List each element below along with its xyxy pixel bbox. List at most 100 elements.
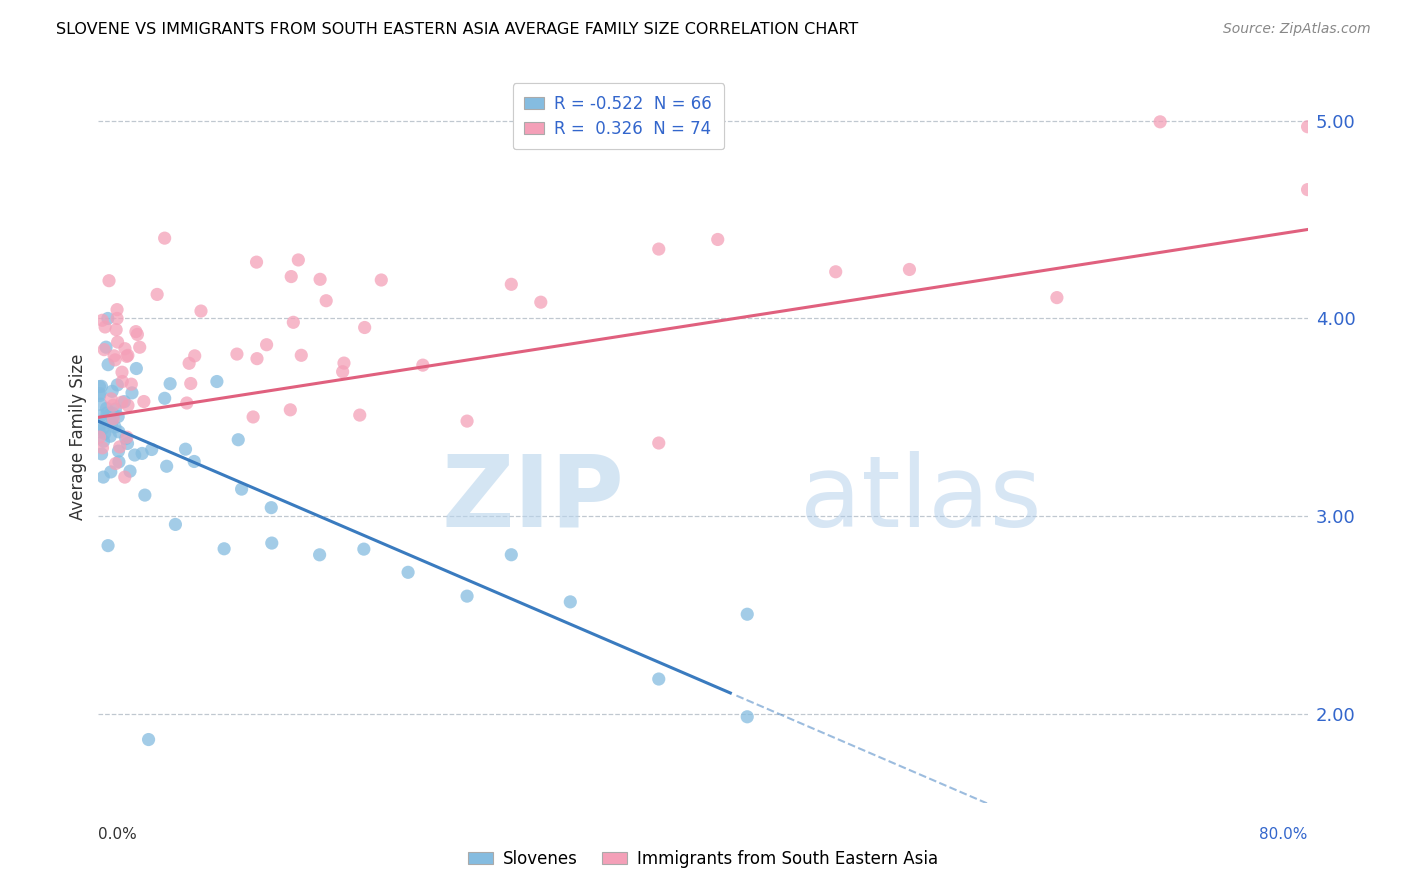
Point — [89, 430, 111, 444]
Point — [146, 287, 169, 301]
Point — [101, 410, 124, 425]
Point — [290, 348, 312, 362]
Point — [706, 232, 728, 246]
Point — [308, 548, 330, 562]
Legend: R = -0.522  N = 66, R =  0.326  N = 74: R = -0.522 N = 66, R = 0.326 N = 74 — [513, 83, 724, 149]
Point — [309, 272, 332, 286]
Point — [115, 430, 138, 444]
Point — [125, 325, 148, 339]
Text: 0.0%: 0.0% — [98, 827, 138, 841]
Point — [94, 340, 117, 354]
Point — [97, 311, 120, 326]
Point — [190, 304, 212, 318]
Point — [105, 323, 128, 337]
Point — [117, 348, 139, 362]
Point — [824, 265, 846, 279]
Point — [112, 394, 135, 409]
Text: 80.0%: 80.0% — [1260, 827, 1308, 841]
Point — [98, 429, 121, 443]
Point — [90, 397, 112, 411]
Point — [104, 420, 127, 434]
Point — [128, 340, 150, 354]
Point — [735, 607, 758, 622]
Point — [1046, 291, 1069, 305]
Point — [105, 378, 128, 392]
Point — [212, 541, 235, 556]
Text: ZIP: ZIP — [441, 450, 624, 548]
Point — [174, 442, 197, 457]
Point — [90, 447, 112, 461]
Point — [100, 407, 122, 421]
Point — [100, 392, 122, 406]
Point — [94, 320, 117, 334]
Point — [156, 459, 179, 474]
Point — [456, 589, 478, 603]
Text: SLOVENE VS IMMIGRANTS FROM SOUTH EASTERN ASIA AVERAGE FAMILY SIZE CORRELATION CH: SLOVENE VS IMMIGRANTS FROM SOUTH EASTERN… — [56, 22, 859, 37]
Point — [120, 377, 142, 392]
Point — [89, 417, 111, 432]
Point — [118, 464, 141, 478]
Point — [117, 436, 139, 450]
Point — [91, 422, 114, 436]
Point — [93, 413, 115, 427]
Point — [226, 433, 249, 447]
Point — [333, 356, 356, 370]
Point — [93, 343, 115, 357]
Point — [165, 517, 187, 532]
Point — [332, 365, 354, 379]
Point — [648, 672, 671, 686]
Point — [89, 379, 111, 393]
Point — [898, 262, 921, 277]
Point — [176, 396, 198, 410]
Point — [90, 409, 112, 423]
Point — [124, 448, 146, 462]
Point — [89, 389, 111, 403]
Point — [125, 361, 148, 376]
Point — [1296, 120, 1319, 134]
Point — [96, 401, 118, 416]
Point — [108, 440, 131, 454]
Point — [287, 252, 309, 267]
Point — [226, 347, 249, 361]
Point — [153, 231, 176, 245]
Point — [530, 295, 553, 310]
Point — [111, 365, 134, 379]
Text: atlas: atlas — [800, 450, 1042, 548]
Point — [107, 444, 129, 458]
Point — [89, 386, 111, 401]
Point — [603, 104, 626, 119]
Point — [560, 595, 582, 609]
Point — [256, 337, 278, 351]
Point — [353, 542, 375, 557]
Point — [101, 406, 124, 420]
Point — [412, 358, 434, 372]
Point — [121, 385, 143, 400]
Point — [1296, 183, 1319, 197]
Point — [101, 384, 124, 399]
Point — [105, 311, 128, 326]
Point — [153, 392, 176, 406]
Point — [127, 327, 149, 342]
Point — [501, 277, 523, 292]
Point — [349, 408, 371, 422]
Point — [93, 426, 115, 441]
Point — [280, 269, 302, 284]
Point — [245, 255, 267, 269]
Point — [315, 293, 337, 308]
Point — [105, 302, 128, 317]
Point — [456, 414, 478, 428]
Point — [231, 482, 253, 496]
Point — [648, 242, 671, 256]
Point — [735, 710, 758, 724]
Point — [104, 457, 127, 471]
Point — [89, 425, 111, 439]
Legend: Slovenes, Immigrants from South Eastern Asia: Slovenes, Immigrants from South Eastern … — [461, 844, 945, 875]
Point — [138, 732, 160, 747]
Point — [260, 500, 283, 515]
Point — [117, 399, 139, 413]
Point — [159, 376, 181, 391]
Point — [103, 398, 125, 412]
Point — [183, 349, 205, 363]
Point — [115, 350, 138, 364]
Point — [114, 342, 136, 356]
